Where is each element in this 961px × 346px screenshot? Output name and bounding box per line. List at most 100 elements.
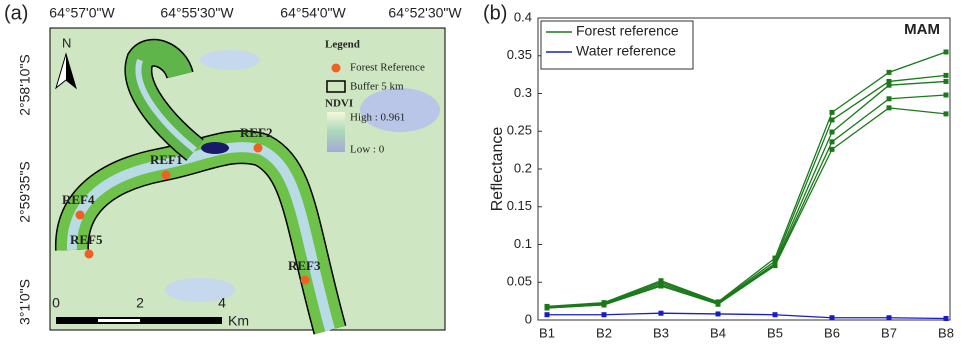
marker xyxy=(943,49,949,55)
map-patch xyxy=(360,88,440,132)
marker xyxy=(886,96,892,102)
x-tick-label: B2 xyxy=(596,325,612,340)
x-tick-label: B5 xyxy=(767,325,783,340)
marker xyxy=(772,312,778,318)
legend-symbol xyxy=(326,80,346,93)
marker xyxy=(772,255,778,261)
marker xyxy=(715,311,721,317)
axes-box xyxy=(537,17,951,321)
legend-text: Forest Reference xyxy=(350,62,425,74)
legend-title: Legend xyxy=(325,39,360,51)
map-patch xyxy=(200,50,260,70)
ref-label: REF3 xyxy=(288,258,321,273)
legend-text: Low : 0 xyxy=(350,144,385,156)
legend-text: Buffer 5 km xyxy=(350,81,404,93)
marker xyxy=(829,146,835,152)
ref-point xyxy=(300,275,310,285)
legend-text: Water reference xyxy=(576,43,676,59)
marker xyxy=(886,78,892,84)
lon-label: 64°54'0"W xyxy=(280,5,346,21)
marker xyxy=(715,301,721,307)
series-line xyxy=(547,312,947,320)
scale-label: 4 xyxy=(218,295,226,311)
scale-label: Km xyxy=(228,313,249,329)
y-tick-label: 0.15 xyxy=(507,198,532,213)
marker xyxy=(772,263,778,269)
ref-label: REF5 xyxy=(70,232,103,247)
lat-label: 2°58'10"S xyxy=(17,54,33,116)
legend-box xyxy=(540,20,694,70)
ref-label: REF1 xyxy=(150,152,183,167)
marker xyxy=(943,72,949,78)
lake xyxy=(201,142,229,154)
marker xyxy=(829,129,835,135)
legend-text: Forest reference xyxy=(576,23,679,39)
marker xyxy=(943,92,949,98)
y-tick-label: 0.05 xyxy=(507,274,532,289)
marker xyxy=(886,82,892,88)
scale-bar xyxy=(98,319,140,322)
panel-label: (a) xyxy=(4,2,28,24)
x-tick-label: B4 xyxy=(710,325,726,340)
ref-point xyxy=(75,210,85,220)
lon-label: 64°55'30"W xyxy=(160,5,234,21)
ref-label: REF4 xyxy=(62,192,95,207)
marker xyxy=(829,117,835,123)
x-tick-label: B3 xyxy=(653,325,669,340)
legend-symbol xyxy=(331,63,341,73)
marker xyxy=(544,305,550,311)
marker xyxy=(601,312,607,318)
series-line xyxy=(546,94,947,309)
y-tick-label: 0.1 xyxy=(514,236,532,251)
marker xyxy=(943,111,949,117)
series-line xyxy=(546,80,947,308)
y-tick-label: 0 xyxy=(525,311,532,326)
series-line xyxy=(546,51,947,308)
river xyxy=(135,59,197,153)
plot: 0 0.05 0.1 0.15 0.2 0.25 0.3 0.35 0.4 B1 B2 B3 B4 B5 B… xyxy=(507,9,954,340)
x-tick-label: B7 xyxy=(881,325,897,340)
y-axis-label: Reflectance xyxy=(489,127,506,212)
legend-ramp xyxy=(327,112,345,152)
marker xyxy=(544,312,550,318)
lat-label: 3°1'0"S xyxy=(17,279,33,325)
y-tick-label: 0.2 xyxy=(514,160,532,175)
marker xyxy=(943,315,949,321)
y-tick-label: 0.25 xyxy=(507,123,532,138)
north-label: N xyxy=(62,35,71,50)
x-tick-label: B8 xyxy=(938,325,954,340)
ref-point xyxy=(253,143,263,153)
lon-label: 64°57'0"W xyxy=(49,5,115,21)
marker xyxy=(829,109,835,115)
marker xyxy=(886,105,892,111)
ref-point xyxy=(84,249,94,259)
lon-label: 64°52'30"W xyxy=(388,5,462,21)
marker xyxy=(886,69,892,75)
annotation: MAM xyxy=(904,21,940,38)
legend-text: High : 0.961 xyxy=(350,112,405,124)
legend-text: NDVI xyxy=(325,98,353,110)
series-line xyxy=(546,74,947,308)
y-tick-label: 0.35 xyxy=(507,47,532,62)
marker xyxy=(943,78,949,84)
panel-label: (b) xyxy=(483,2,507,24)
north-arrow xyxy=(66,54,76,88)
scale-label: 2 xyxy=(136,295,144,311)
marker xyxy=(886,315,892,321)
map-panel: (a) 64°57'0"W 64°55'30"W 64°54'0"W 64°52… xyxy=(4,2,462,335)
y-tick-label: 0.3 xyxy=(514,85,532,100)
y-tick-label: 0.4 xyxy=(514,9,532,24)
marker xyxy=(658,310,664,316)
x-tick-label: B1 xyxy=(539,325,555,340)
x-tick-label: B6 xyxy=(824,325,840,340)
scale-label: 0 xyxy=(52,295,60,311)
marker xyxy=(829,139,835,145)
marker xyxy=(658,283,664,289)
ref-point xyxy=(161,170,171,180)
lat-label: 2°59'35"S xyxy=(17,161,33,223)
ref-label: REF2 xyxy=(240,125,273,140)
marker xyxy=(601,302,607,308)
marker xyxy=(829,315,835,321)
